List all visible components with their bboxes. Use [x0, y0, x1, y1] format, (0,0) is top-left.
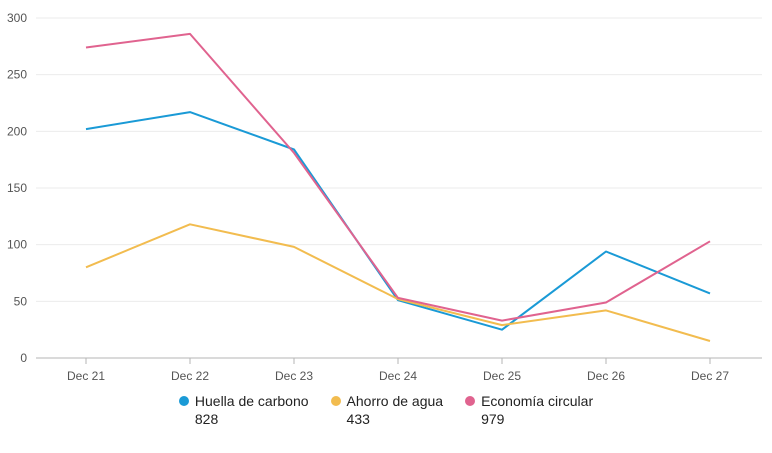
legend-item-economia-circular[interactable]: Economía circular 979	[465, 392, 593, 428]
legend-total: 433	[346, 411, 370, 427]
series-line-huella-de-carbono[interactable]	[85, 111, 711, 331]
x-tick-label: Dec 27	[691, 369, 729, 383]
series-line-economia-circular[interactable]	[85, 32, 711, 322]
x-tick-label: Dec 21	[67, 369, 105, 383]
y-tick-label: 200	[7, 124, 27, 138]
series-line-ahorro-de-agua[interactable]	[85, 223, 711, 342]
legend: Huella de carbono 828 Ahorro de agua 433…	[0, 392, 772, 428]
x-tick-label: Dec 26	[587, 369, 625, 383]
legend-dot-icon	[178, 396, 189, 406]
legend-dot-icon	[465, 396, 476, 406]
y-tick-label: 50	[14, 294, 28, 308]
grid-lines	[36, 17, 762, 302]
legend-item-ahorro-de-agua[interactable]: Ahorro de agua 433	[330, 392, 444, 428]
legend-dot-icon	[330, 396, 341, 406]
legend-label: Economía circular	[481, 393, 594, 409]
y-tick-label: 0	[20, 351, 27, 365]
y-tick-label: 250	[7, 68, 27, 82]
y-tick-label: 100	[7, 238, 27, 252]
legend-item-huella-de-carbono[interactable]: Huella de carbono 828	[178, 392, 309, 428]
legend-label: Ahorro de agua	[346, 393, 444, 409]
y-axis: 0 50 100 150 200 250 300	[7, 11, 27, 365]
x-axis: Dec 21 Dec 22 Dec 23 Dec 24 Dec 25 Dec 26 Dec …	[67, 358, 729, 383]
y-tick-label: 150	[7, 181, 27, 195]
legend-total: 979	[481, 411, 505, 427]
x-tick-label: Dec 24	[379, 369, 417, 383]
legend-label: Huella de carbono	[194, 393, 309, 409]
legend-total: 828	[194, 411, 219, 427]
x-tick-label: Dec 22	[171, 369, 209, 383]
x-tick-label: Dec 25	[483, 369, 521, 383]
series-lines	[85, 32, 711, 342]
x-tick-label: Dec 23	[275, 369, 313, 383]
y-tick-label: 300	[7, 11, 27, 25]
